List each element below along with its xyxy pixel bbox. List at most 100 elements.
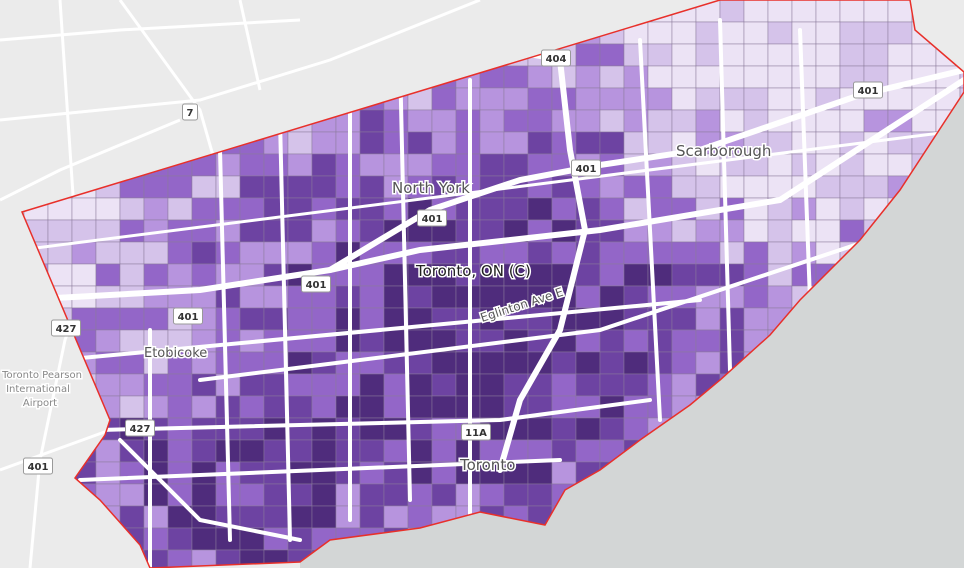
census-tract[interactable] xyxy=(599,43,625,67)
census-tract[interactable] xyxy=(551,197,577,221)
census-tract[interactable] xyxy=(671,307,697,331)
census-tract[interactable] xyxy=(431,153,457,177)
census-tract[interactable] xyxy=(527,483,553,507)
census-tract[interactable] xyxy=(311,483,337,507)
census-tract[interactable] xyxy=(215,307,241,331)
census-tract[interactable] xyxy=(191,263,217,287)
census-tract[interactable] xyxy=(215,241,241,265)
census-tract[interactable] xyxy=(647,21,673,45)
census-tract[interactable] xyxy=(767,65,793,89)
census-tract[interactable] xyxy=(479,153,505,177)
census-tract[interactable] xyxy=(119,219,145,243)
census-tract[interactable] xyxy=(239,395,265,419)
census-tract[interactable] xyxy=(575,87,601,111)
census-tract[interactable] xyxy=(167,527,193,551)
census-tract[interactable] xyxy=(359,285,385,309)
census-tract[interactable] xyxy=(119,505,145,529)
census-tract[interactable] xyxy=(287,153,313,177)
census-tract[interactable] xyxy=(239,505,265,529)
census-tract[interactable] xyxy=(263,175,289,199)
census-tract[interactable] xyxy=(551,417,577,441)
census-tract[interactable] xyxy=(695,219,721,243)
census-tract[interactable] xyxy=(311,373,337,397)
census-tract[interactable] xyxy=(671,21,697,45)
census-tract[interactable] xyxy=(863,153,889,177)
census-tract[interactable] xyxy=(791,21,817,45)
census-tract[interactable] xyxy=(815,131,841,155)
census-tract[interactable] xyxy=(719,21,745,45)
census-tract[interactable] xyxy=(815,109,841,133)
census-tract[interactable] xyxy=(311,153,337,177)
census-tract[interactable] xyxy=(575,417,601,441)
census-tract[interactable] xyxy=(863,43,889,67)
census-tract[interactable] xyxy=(503,65,529,89)
census-tract[interactable] xyxy=(503,197,529,221)
census-tract[interactable] xyxy=(815,43,841,67)
census-tract[interactable] xyxy=(383,373,409,397)
census-tract[interactable] xyxy=(239,285,265,309)
census-tract[interactable] xyxy=(575,65,601,89)
census-tract[interactable] xyxy=(575,263,601,287)
census-tract[interactable] xyxy=(287,219,313,243)
census-tract[interactable] xyxy=(719,307,745,331)
census-tract[interactable] xyxy=(623,197,649,221)
census-tract[interactable] xyxy=(767,131,793,155)
census-tract[interactable] xyxy=(239,373,265,397)
census-tract[interactable] xyxy=(239,483,265,507)
census-tract[interactable] xyxy=(695,87,721,111)
census-tract[interactable] xyxy=(527,197,553,221)
census-tract[interactable] xyxy=(143,373,169,397)
census-tract[interactable] xyxy=(143,527,169,551)
census-tract[interactable] xyxy=(431,373,457,397)
census-tract[interactable] xyxy=(479,109,505,133)
census-tract[interactable] xyxy=(695,65,721,89)
census-tract[interactable] xyxy=(143,307,169,331)
census-tract[interactable] xyxy=(311,439,337,463)
census-tract[interactable] xyxy=(359,505,385,529)
census-tract[interactable] xyxy=(359,109,385,133)
census-tract[interactable] xyxy=(143,395,169,419)
census-tract[interactable] xyxy=(167,197,193,221)
census-tract[interactable] xyxy=(191,483,217,507)
census-tract[interactable] xyxy=(383,439,409,463)
census-tract[interactable] xyxy=(503,153,529,177)
census-tract[interactable] xyxy=(575,351,601,375)
census-tract[interactable] xyxy=(623,263,649,287)
census-tract[interactable] xyxy=(143,505,169,529)
census-tract[interactable] xyxy=(767,219,793,243)
census-tract[interactable] xyxy=(671,175,697,199)
census-tract[interactable] xyxy=(671,43,697,67)
census-tract[interactable] xyxy=(911,43,937,67)
census-tract[interactable] xyxy=(431,395,457,419)
census-tract[interactable] xyxy=(479,197,505,221)
census-tract[interactable] xyxy=(431,109,457,133)
census-tract[interactable] xyxy=(359,373,385,397)
census-tract[interactable] xyxy=(311,461,337,485)
census-tract[interactable] xyxy=(407,439,433,463)
census-tract[interactable] xyxy=(767,43,793,67)
census-tract[interactable] xyxy=(191,219,217,243)
census-tract[interactable] xyxy=(311,505,337,529)
census-tract[interactable] xyxy=(407,131,433,155)
census-tract[interactable] xyxy=(119,263,145,287)
census-tract[interactable] xyxy=(743,0,769,23)
census-tract[interactable] xyxy=(767,153,793,177)
census-tract[interactable] xyxy=(167,263,193,287)
census-tract[interactable] xyxy=(143,175,169,199)
census-tract[interactable] xyxy=(167,439,193,463)
census-tract[interactable] xyxy=(311,417,337,441)
census-tract[interactable] xyxy=(359,395,385,419)
census-tract[interactable] xyxy=(191,175,217,199)
census-tract[interactable] xyxy=(503,131,529,155)
census-tract[interactable] xyxy=(263,483,289,507)
census-tract[interactable] xyxy=(599,373,625,397)
census-tract[interactable] xyxy=(239,417,265,441)
census-tract[interactable] xyxy=(527,263,553,287)
census-tract[interactable] xyxy=(527,109,553,133)
census-tract[interactable] xyxy=(191,395,217,419)
census-tract[interactable] xyxy=(839,197,865,221)
census-tract[interactable] xyxy=(575,109,601,133)
census-tract[interactable] xyxy=(119,307,145,331)
census-tract[interactable] xyxy=(71,219,97,243)
census-tract[interactable] xyxy=(431,351,457,375)
